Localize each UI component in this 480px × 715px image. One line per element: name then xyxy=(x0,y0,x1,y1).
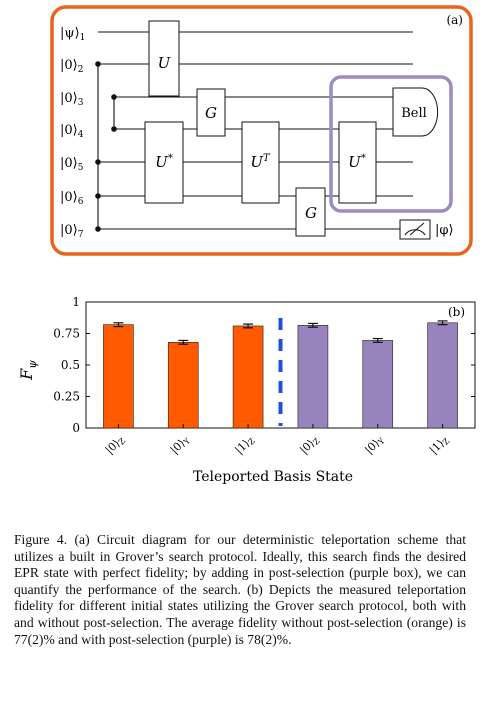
x-tick-label: |1⟩Z xyxy=(427,433,452,458)
circuit-diagram: (a) |ψ⟩1 |0⟩2 |0⟩3 |0⟩4 |0⟩5 |0⟩6 |0⟩7 U… xyxy=(50,5,473,256)
bar xyxy=(427,322,458,429)
x-axis-label: Teleported Basis State xyxy=(193,469,353,485)
gate-u xyxy=(148,20,180,97)
control-dot-q2 xyxy=(95,61,101,67)
bar xyxy=(297,325,329,429)
gate-g2-label: G xyxy=(305,204,317,222)
y-tick-label: 0.5 xyxy=(61,358,80,372)
control-dot-q5 xyxy=(95,159,101,165)
gate-u-star-2-label: U* xyxy=(348,153,366,171)
gate-u-star-1-label: U* xyxy=(155,153,173,171)
meter-icon xyxy=(399,219,431,240)
bar xyxy=(167,342,199,429)
gate-u-label: U xyxy=(158,54,172,72)
post-selection-box xyxy=(329,75,453,213)
qubit-label-1: |ψ⟩1 xyxy=(60,26,85,43)
circuit-outer-box xyxy=(50,5,473,256)
qubit-label-7: |0⟩7 xyxy=(60,223,84,240)
gate-u-t xyxy=(241,121,280,204)
bar xyxy=(232,325,264,429)
figure-caption: Figure 4. (a) Circuit diagram for our de… xyxy=(14,532,466,648)
panel-a-label: (a) xyxy=(446,13,463,27)
gate-u-star-1 xyxy=(144,121,184,204)
bars xyxy=(103,318,458,429)
x-tick-label: |0⟩Y xyxy=(168,432,193,457)
gates: U G U* UT G U* Bell xyxy=(144,20,439,237)
panel-b-label: (b) xyxy=(448,305,465,319)
y-tick-label: 0.75 xyxy=(53,327,80,341)
bar xyxy=(103,324,134,429)
control-dot-q6 xyxy=(95,193,101,199)
qubit-labels: |ψ⟩1 |0⟩2 |0⟩3 |0⟩4 |0⟩5 |0⟩6 |0⟩7 xyxy=(60,26,85,240)
bell-label: Bell xyxy=(401,106,427,121)
x-tick-label: |0⟩Z xyxy=(297,433,322,458)
caption-text: Figure 4. (a) Circuit diagram for our de… xyxy=(14,532,466,647)
gate-g1 xyxy=(196,88,226,137)
y-tick-label: 0 xyxy=(72,421,80,435)
qubit-label-6: |0⟩6 xyxy=(60,190,84,207)
gate-u-t-label: UT xyxy=(250,153,271,171)
gate-g2 xyxy=(295,187,326,237)
qubit-label-2: |0⟩2 xyxy=(60,58,83,75)
qubit-label-5: |0⟩5 xyxy=(60,156,84,173)
control-dot-q3 xyxy=(111,94,117,100)
y-tick-label: 0.25 xyxy=(53,390,80,404)
fidelity-bar-chart: 0 0.25 0.5 0.75 1 |0⟩Z |0⟩Y |1⟩Z |0⟩Z |0⟩Y |1⟩Z (… xyxy=(17,295,476,485)
control-dot-q4 xyxy=(111,126,117,132)
qubit-label-3: |0⟩3 xyxy=(60,91,84,108)
bar xyxy=(362,340,394,429)
gate-g1-label: G xyxy=(205,104,217,122)
qubit-label-4: |0⟩4 xyxy=(60,123,84,140)
x-tick-labels: |0⟩Z |0⟩Y |1⟩Z |0⟩Z |0⟩Y |1⟩Z xyxy=(103,424,452,457)
control-dot-q7 xyxy=(95,226,101,232)
y-tick-label: 1 xyxy=(72,295,80,309)
axis-ticks: 0 0.25 0.5 0.75 1 xyxy=(53,295,475,435)
x-tick-label: |1⟩Z xyxy=(232,433,257,458)
output-state-label: |φ⟩ xyxy=(435,223,454,238)
x-tick-label: |0⟩Y xyxy=(362,432,387,457)
gate-u-star-2 xyxy=(338,121,377,204)
x-tick-label: |0⟩Z xyxy=(103,433,128,458)
y-axis-label: Fψ xyxy=(17,360,39,381)
bell-measurement-gate xyxy=(392,87,439,137)
